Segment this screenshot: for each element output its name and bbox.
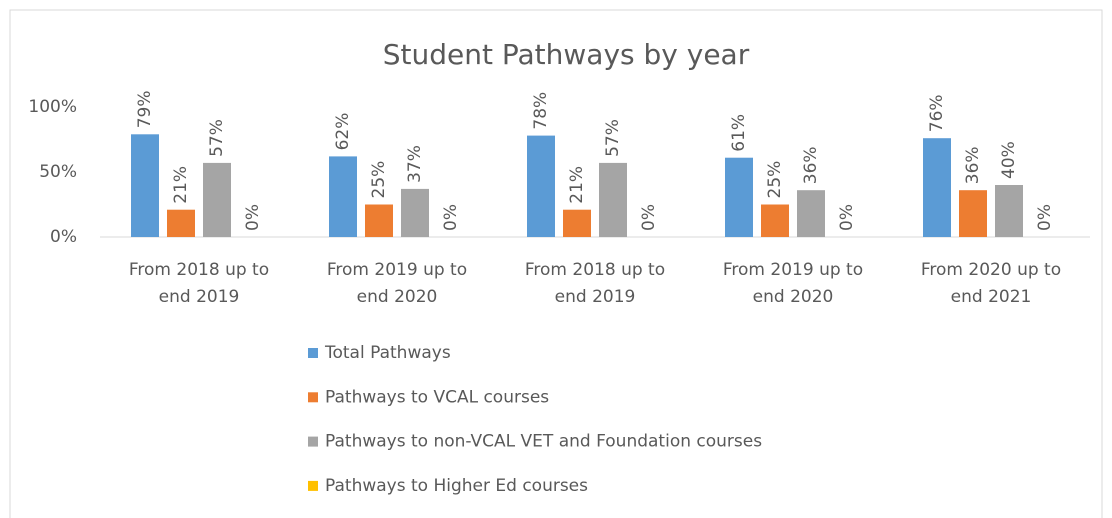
value-label: 0% <box>1035 204 1055 231</box>
value-label: 0% <box>243 204 263 231</box>
value-label: 25% <box>369 161 389 199</box>
chart-title: Student Pathways by year <box>383 38 750 71</box>
y-tick-label: 100% <box>28 97 77 117</box>
x-tick-label: From 2019 up to end 2020 <box>723 260 863 307</box>
bar <box>563 209 591 237</box>
bar <box>527 135 555 237</box>
bar <box>365 204 393 237</box>
value-label: 25% <box>765 161 785 199</box>
x-tick-label: From 2018 up to end 2019 <box>525 260 665 307</box>
value-label: 0% <box>441 204 461 231</box>
y-tick-label: 50% <box>39 162 77 182</box>
bar <box>725 157 753 237</box>
x-tick-label: From 2018 up to end 2019 <box>129 260 269 307</box>
y-tick-label: 0% <box>50 227 77 247</box>
value-label: 57% <box>603 119 623 157</box>
legend-swatch <box>308 348 318 358</box>
legend-label: Pathways to non-VCAL VET and Foundation … <box>325 432 762 452</box>
bar <box>203 162 231 237</box>
legend-swatch <box>308 436 318 447</box>
value-label: 37% <box>405 145 425 183</box>
bar <box>599 162 627 237</box>
chart-frame <box>9 9 1103 518</box>
bar <box>959 190 987 237</box>
legend-label: Total Pathways <box>324 343 451 363</box>
value-label: 57% <box>207 119 227 157</box>
legend-swatch <box>308 392 318 403</box>
value-label: 0% <box>639 204 659 231</box>
legend-label: Pathways to VCAL courses <box>325 387 549 407</box>
bar <box>797 190 825 237</box>
value-label: 36% <box>801 146 821 184</box>
value-label: 61% <box>729 114 749 152</box>
value-label: 36% <box>963 146 983 184</box>
bar <box>167 209 195 237</box>
value-label: 62% <box>333 113 353 151</box>
value-label: 0% <box>837 204 857 231</box>
value-label: 21% <box>171 166 191 204</box>
value-label: 76% <box>927 94 947 132</box>
value-label: 79% <box>135 91 155 129</box>
x-tick-label: From 2020 up to end 2021 <box>921 260 1061 307</box>
bar <box>995 185 1023 237</box>
legend-swatch <box>308 480 318 491</box>
value-label: 40% <box>999 141 1019 179</box>
value-label: 21% <box>567 166 587 204</box>
bar <box>329 156 357 237</box>
bar <box>401 188 429 237</box>
value-label: 78% <box>531 92 551 130</box>
bar <box>761 204 789 237</box>
x-tick-label: From 2019 up to end 2020 <box>327 260 467 307</box>
bar <box>923 138 951 237</box>
bar <box>131 134 159 237</box>
legend-label: Pathways to Higher Ed courses <box>325 476 588 496</box>
